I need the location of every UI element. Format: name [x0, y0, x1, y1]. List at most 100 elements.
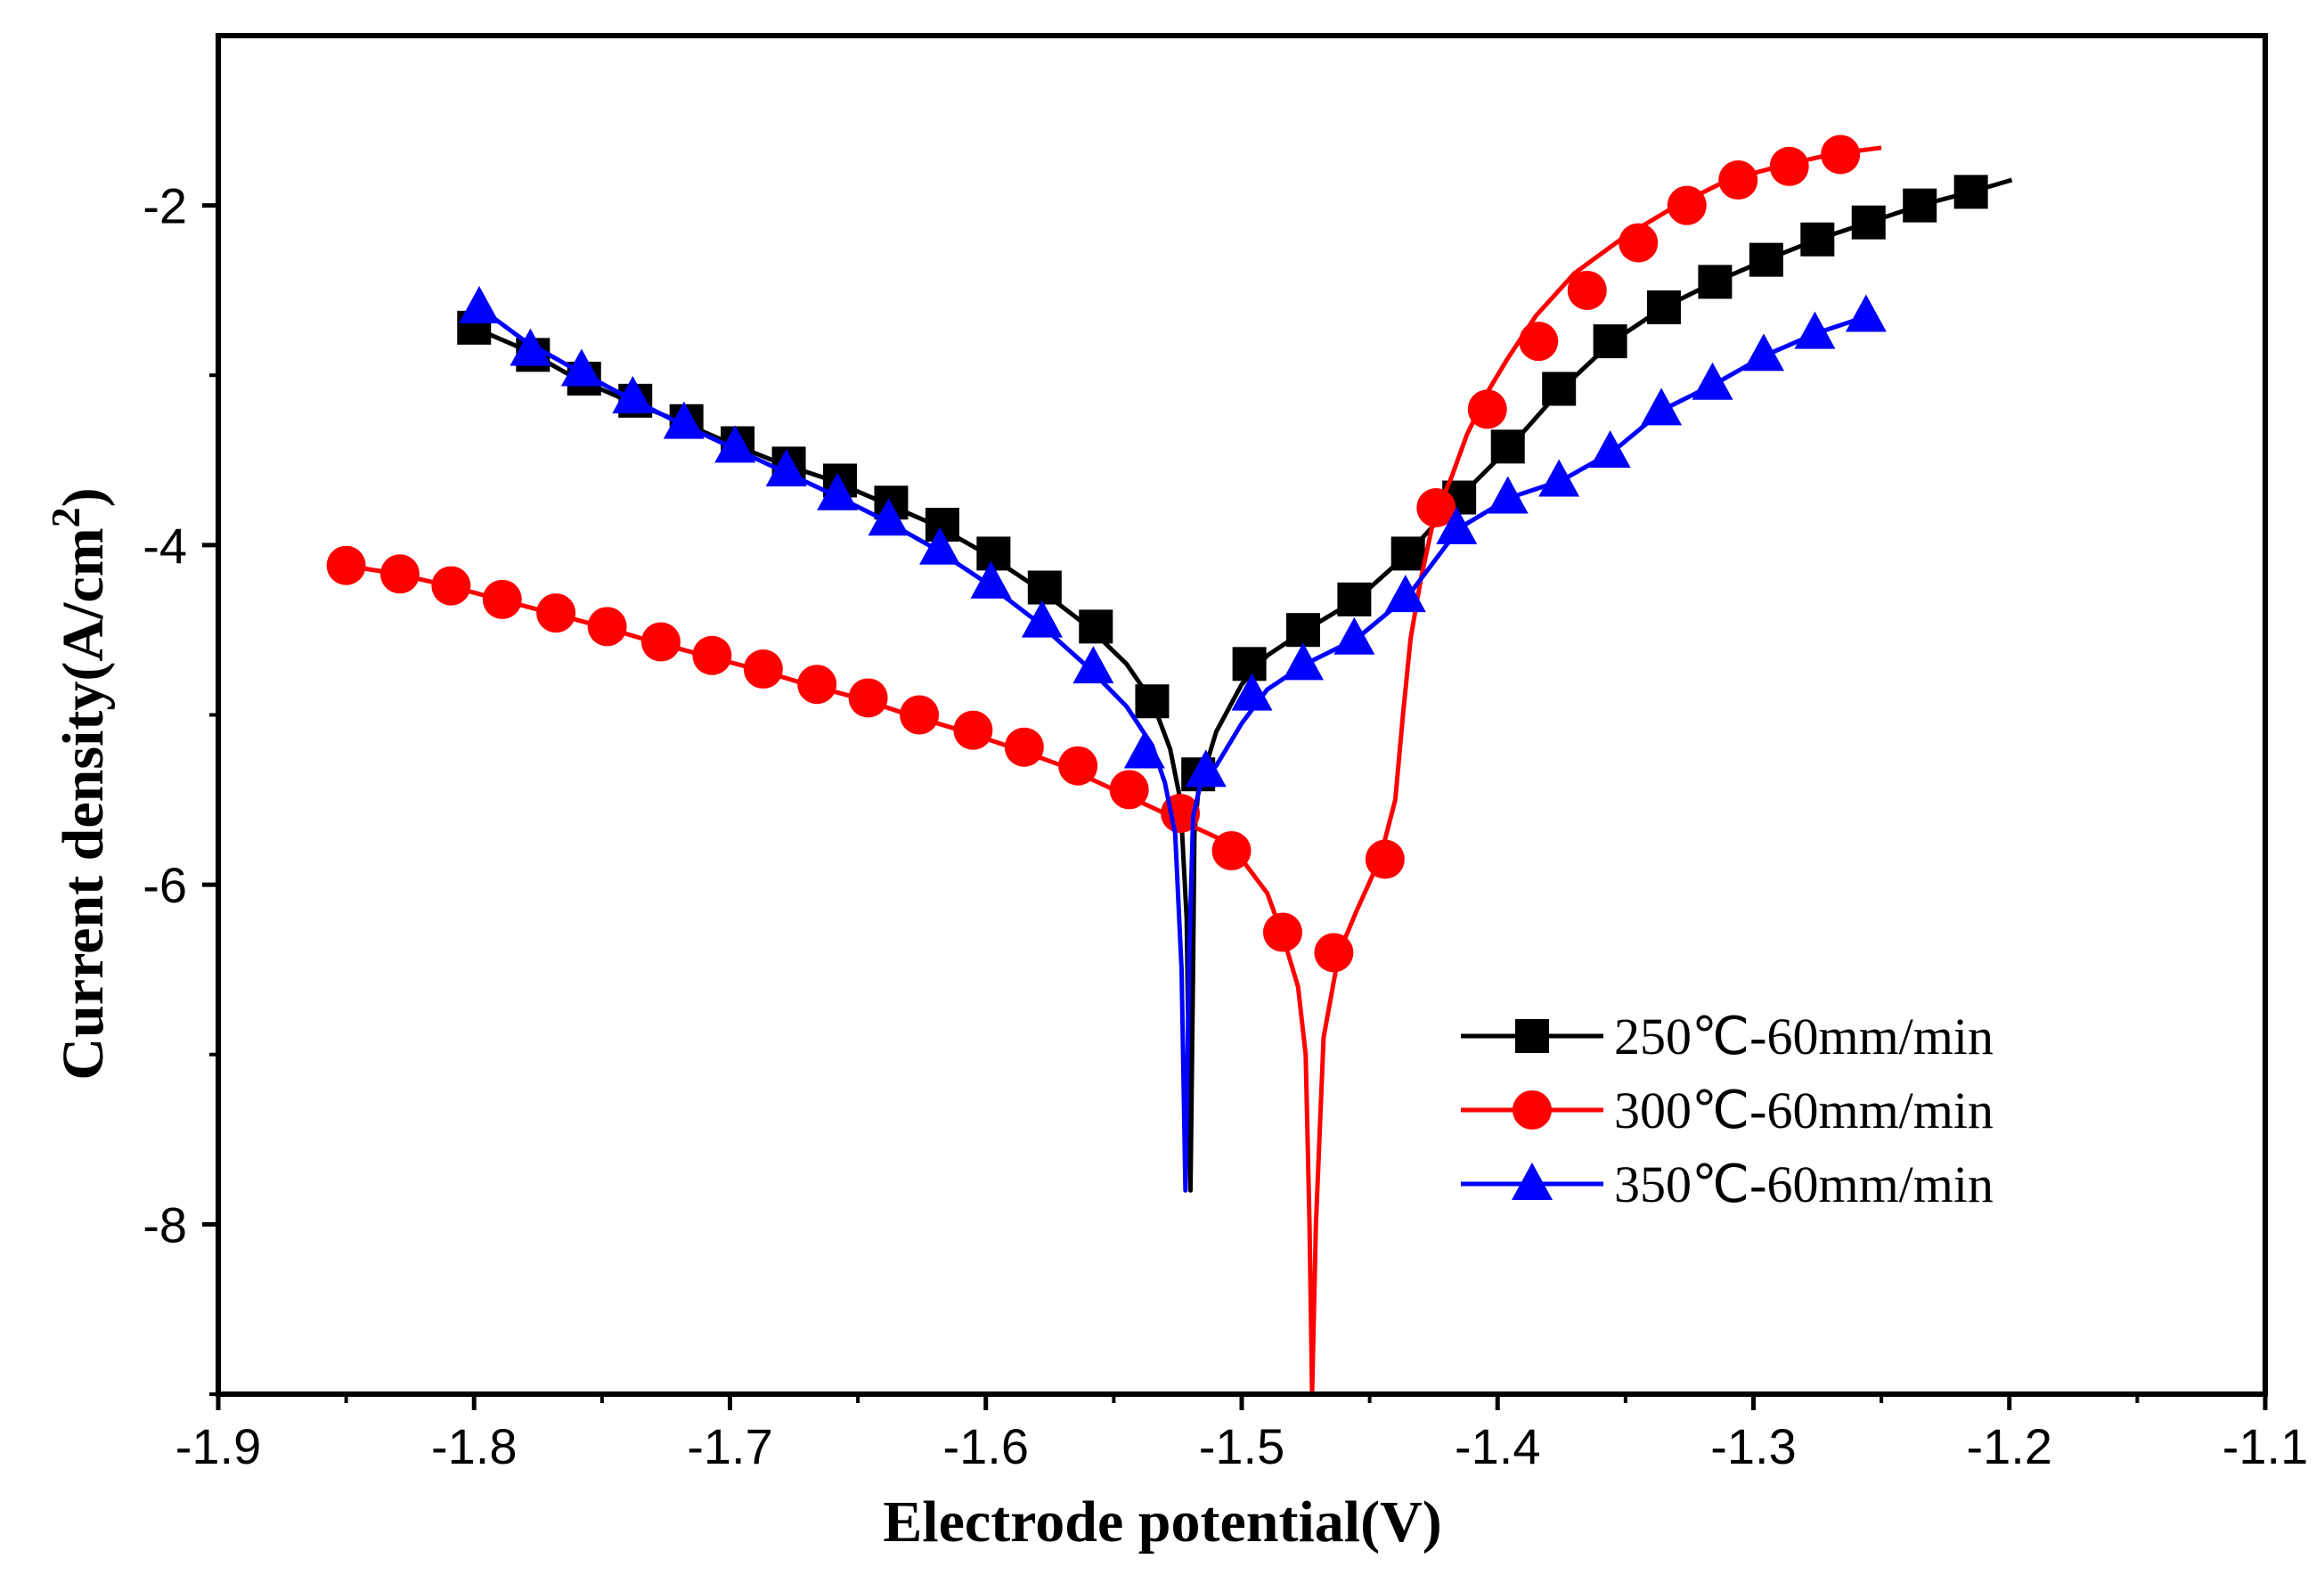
data-point-s3-2: [510, 328, 551, 366]
x-tick-label-3: -1.7: [687, 1418, 773, 1474]
data-point-s1-28: [1851, 205, 1886, 240]
data-point-s1-11: [976, 536, 1011, 571]
y-tick-label-4: -8: [143, 1196, 187, 1253]
data-point-s1-13: [1079, 609, 1113, 644]
data-point-s1-23: [1593, 324, 1627, 359]
data-point-s2-21: [1365, 839, 1405, 879]
legend-marker-3: [1512, 1163, 1553, 1200]
data-point-s3-13: [1072, 646, 1114, 684]
data-point-s3-1: [458, 286, 500, 323]
data-point-s3-21: [1487, 476, 1529, 514]
x-tick-label-8: -1.2: [1967, 1418, 2053, 1474]
data-point-s2-4: [482, 579, 522, 619]
data-point-s2-10: [797, 665, 837, 705]
data-point-s3-3: [560, 348, 602, 387]
data-point-s2-12: [900, 695, 940, 735]
legend-label-1: 250℃-60mm/min: [1614, 1008, 1994, 1065]
y-tick-label-3: -6: [143, 857, 187, 913]
data-point-s2-9: [743, 649, 783, 690]
y-tick-label-2: -4: [143, 518, 187, 574]
data-point-s1-30: [1953, 175, 1988, 209]
data-point-s2-1: [326, 545, 366, 585]
y-axis-title-superscript: 2: [43, 507, 88, 527]
data-point-s2-7: [640, 622, 681, 662]
data-point-s3-19: [1384, 575, 1426, 613]
data-point-s3-8: [817, 472, 859, 510]
x-tick-label-4: -1.6: [943, 1418, 1030, 1474]
data-point-s1-21: [1490, 429, 1525, 464]
data-point-s3-28: [1845, 294, 1887, 332]
data-point-s2-28: [1718, 160, 1758, 200]
data-point-s1-18: [1337, 582, 1372, 616]
data-point-s2-2: [379, 554, 420, 594]
data-point-s1-26: [1749, 242, 1783, 277]
x-tick-label-2: -1.8: [431, 1418, 518, 1474]
data-point-s1-29: [1903, 188, 1937, 223]
data-point-s2-13: [953, 710, 993, 750]
data-point-s2-29: [1769, 146, 1809, 186]
data-point-s2-19: [1262, 912, 1302, 952]
data-point-s3-16: [1231, 673, 1273, 711]
data-point-s2-8: [692, 635, 732, 675]
data-point-s3-18: [1333, 616, 1375, 655]
data-point-s2-27: [1667, 185, 1707, 225]
y-axis-title-main: Current density(A/cm: [51, 527, 116, 1080]
data-point-s3-12: [1021, 600, 1063, 638]
data-point-s3-26: [1742, 333, 1784, 371]
data-point-s2-16: [1109, 770, 1149, 810]
y-axis-title: Current density(A/cm2): [43, 487, 116, 1080]
legend-label-2: 300℃-60mm/min: [1614, 1081, 1994, 1139]
data-point-s3-24: [1641, 388, 1683, 426]
x-tick-label-6: -1.4: [1455, 1418, 1541, 1474]
legend-marker-2: [1513, 1090, 1552, 1130]
data-point-s3-7: [765, 449, 807, 486]
legend-entry-3: 350℃-60mm/min: [1461, 1155, 1994, 1213]
data-point-s1-19: [1390, 536, 1425, 571]
data-point-s3-4: [612, 376, 654, 414]
data-point-s2-22: [1416, 487, 1456, 527]
data-point-s1-12: [1027, 570, 1062, 605]
legend-entry-1: 250℃-60mm/min: [1461, 1008, 1994, 1065]
data-point-s2-23: [1467, 389, 1507, 429]
series-layer: [326, 135, 2013, 1394]
data-point-s2-6: [587, 607, 627, 647]
y-tick-label-1: -2: [143, 178, 187, 234]
data-point-s2-24: [1519, 322, 1559, 362]
x-axis-title: Electrode potential(V): [883, 1489, 1441, 1555]
data-point-s3-22: [1538, 459, 1580, 497]
data-point-s3-17: [1282, 642, 1324, 681]
x-tick-label-9: -1.1: [2222, 1418, 2309, 1474]
legend: 250℃-60mm/min 300℃-60mm/min 350℃-60mm/min: [1461, 1008, 1994, 1213]
data-point-s3-23: [1589, 430, 1631, 469]
data-point-s3-5: [663, 401, 705, 439]
x-tick-label-7: -1.3: [1710, 1418, 1797, 1474]
data-point-s3-27: [1794, 311, 1836, 349]
series-line-2: [346, 145, 1882, 1394]
legend-marker-1: [1515, 1019, 1549, 1053]
data-point-s2-18: [1211, 831, 1252, 870]
data-point-s1-16: [1232, 647, 1267, 681]
data-point-s1-27: [1800, 222, 1835, 257]
data-point-s3-10: [919, 526, 961, 565]
data-point-s3-25: [1692, 362, 1733, 400]
data-point-s2-15: [1058, 746, 1098, 786]
data-point-s2-26: [1619, 223, 1659, 263]
series-3: [458, 286, 1887, 1193]
data-point-s1-17: [1285, 613, 1320, 648]
data-point-s2-14: [1004, 727, 1044, 767]
data-point-s3-6: [714, 425, 756, 463]
data-point-s3-9: [868, 498, 909, 536]
data-point-s3-15: [1185, 749, 1227, 788]
data-point-s1-22: [1542, 371, 1577, 406]
data-point-s1-25: [1698, 265, 1733, 299]
data-point-s2-20: [1314, 933, 1354, 973]
x-tick-label-1: -1.9: [175, 1418, 262, 1474]
legend-entry-2: 300℃-60mm/min: [1461, 1081, 1994, 1139]
data-point-s2-11: [848, 678, 888, 718]
data-point-s3-20: [1436, 506, 1478, 544]
axis-layer: -1.9 -1.8 -1.7 -1.6 -1.5 -1.4 -1.3 -1.2 -1.1 -2 -4…: [143, 33, 2309, 1474]
x-tick-label-5: -1.5: [1199, 1418, 1285, 1474]
